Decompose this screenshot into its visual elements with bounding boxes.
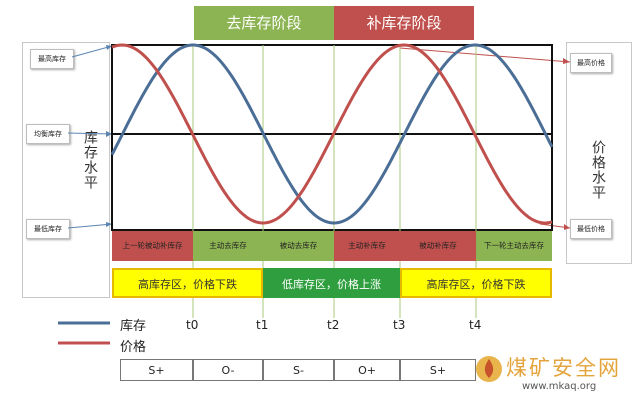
stage-cell: 下一轮主动去库存 [476,231,552,261]
max-price-box: 最高价格 [570,53,612,73]
stage-cell: 上一轮被动补库存 [112,231,193,261]
balanced-inventory-box: 均衡库存 [26,124,70,144]
stage-cell: 被动补库存 [400,231,476,261]
min-price-arrowhead [564,224,570,230]
bottom-cell: S+ [120,359,193,381]
plot-frame [111,44,553,231]
watermark-title: 煤矿安全网 [506,356,621,380]
legend-price-label: 价格 [120,340,147,355]
inventory-level-panel [22,42,110,298]
flame-icon [476,356,502,382]
min-inventory-arrow [67,223,113,229]
stage-cell: 主动补库存 [334,231,400,261]
bottom-cell: O+ [334,359,400,381]
max-inventory-arrow [71,45,113,58]
stage-cell: 被动去库存 [263,231,334,261]
t3-label: t3 [393,318,406,332]
price-axis-label: 价格水平 [590,140,606,200]
zone-cell: 高库存区，价格下跌 [112,268,263,298]
price-curve [111,43,553,225]
t2-label: t2 [327,318,340,332]
t1-label: t1 [256,318,269,332]
t0-label: t0 [186,318,199,332]
zone-cell: 低库存区，价格上涨 [263,268,400,298]
watermark-logo-icon [474,354,504,384]
min-inventory-arrowhead [106,222,112,227]
bottom-cell: S+ [400,359,476,381]
max-price-arrowhead [563,58,570,64]
t4-label: t4 [469,318,482,332]
balanced-inventory-arrow [67,132,113,135]
watermark-url: www.mkaq.org [522,381,597,392]
max-inventory-arrowhead [106,45,112,50]
legend-inventory-label: 库存 [120,319,147,334]
stage-cell: 主动去库存 [193,231,263,261]
bottom-cell: O- [193,359,263,381]
zone-cell: 高库存区，价格下跌 [400,268,552,298]
max-price-arrow [399,47,571,63]
inventory-axis-label: 库存水平 [82,130,98,190]
destock-phase-bar: 去库存阶段 [194,6,334,40]
restock-phase-bar: 补库存阶段 [334,6,474,40]
balanced-inventory-arrowhead [106,131,112,137]
min-inventory-box: 最低库存 [26,219,70,239]
inventory-curve [110,43,554,225]
min-price-box: 最低价格 [570,219,612,239]
bottom-cell: S- [263,359,334,381]
max-inventory-box: 最高库存 [30,49,74,69]
